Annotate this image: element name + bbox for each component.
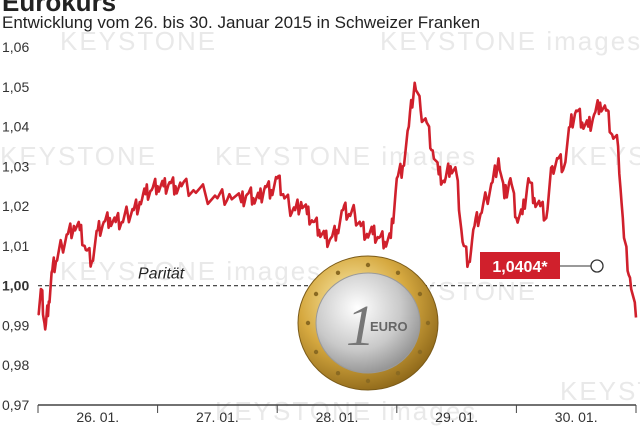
y-tick-label: 1,05 <box>2 79 29 95</box>
euro-coin-star <box>313 291 319 297</box>
watermark: KEYSTONE <box>570 141 640 171</box>
euro-coin-center <box>315 272 421 374</box>
euro-coin-digit: 1 <box>346 293 375 358</box>
watermark: KEYSTONE images <box>60 256 322 286</box>
y-tick-label: 0,98 <box>2 357 29 373</box>
watermark: KEYSTONE images <box>380 26 640 56</box>
parity-label: Parität <box>138 266 185 283</box>
y-tick-label: 1,04 <box>2 119 29 135</box>
watermark: KEYSTONE images <box>215 396 477 426</box>
x-tick-label: 30. 01. <box>555 409 598 425</box>
euro-coin-star <box>305 320 311 326</box>
euro-coin-star <box>335 270 341 275</box>
y-tick-label: 1,00 <box>2 278 29 294</box>
euro-coin-star <box>395 270 401 275</box>
annotation-box <box>480 252 560 279</box>
euro-coin-star <box>425 320 431 326</box>
y-tick-label: 0,99 <box>2 317 29 333</box>
euro-coin-star <box>395 371 401 376</box>
euro-coin-text: EURO <box>370 319 408 334</box>
watermark: KEYSTONE <box>560 376 640 406</box>
euro-coin-star <box>365 378 371 384</box>
watermark: KEYSTONE <box>0 141 157 171</box>
euro-coin-star <box>313 349 319 355</box>
euro-coin-star <box>365 262 371 268</box>
y-tick-label: 1,02 <box>2 198 29 214</box>
x-tick-label: 29. 01. <box>435 409 478 425</box>
y-tick-label: 0,97 <box>2 397 29 413</box>
y-tick-label: 1,01 <box>2 238 29 254</box>
watermark: KEYSTONE <box>60 26 217 56</box>
euro-coin-star <box>335 371 341 376</box>
chart-title: Eurokurs <box>2 0 117 17</box>
annotation-label: 1,0404* <box>492 259 548 276</box>
watermark: KEYSTONE images <box>215 141 477 171</box>
series-line <box>37 81 638 331</box>
y-tick-label: 1,06 <box>2 39 29 55</box>
x-tick-label: 26. 01. <box>76 409 119 425</box>
euro-coin-star <box>417 291 423 297</box>
x-tick-label: 27. 01. <box>196 409 239 425</box>
y-tick-label: 1,03 <box>2 158 29 174</box>
euro-coin-star <box>417 349 423 355</box>
x-tick-label: 28. 01. <box>316 409 359 425</box>
chart-subtitle: Entwicklung vom 26. bis 30. Januar 2015 … <box>2 13 481 32</box>
annotation-marker <box>590 259 604 273</box>
